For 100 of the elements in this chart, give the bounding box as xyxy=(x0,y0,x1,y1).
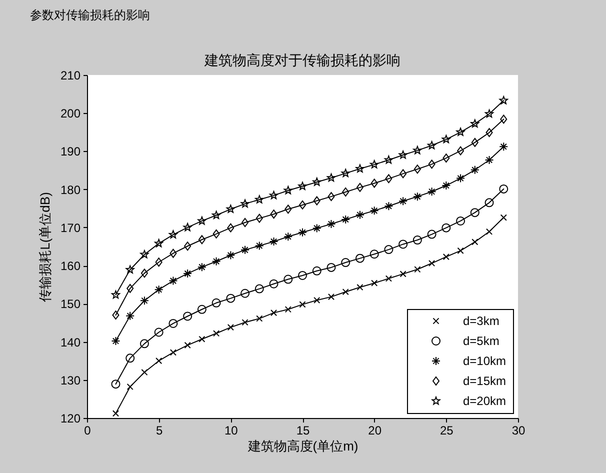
point xyxy=(442,134,450,144)
point xyxy=(154,238,164,248)
point xyxy=(269,279,278,288)
x-tick-label: 20 xyxy=(368,424,382,438)
point xyxy=(156,358,162,364)
point xyxy=(299,301,306,308)
point xyxy=(240,288,250,298)
point xyxy=(499,96,508,104)
point xyxy=(298,228,307,237)
point xyxy=(484,198,494,208)
point xyxy=(269,237,278,246)
point xyxy=(500,114,508,124)
y-tick-label: 200 xyxy=(60,106,81,121)
point xyxy=(370,178,378,188)
point xyxy=(141,368,148,376)
point xyxy=(240,245,250,254)
point xyxy=(240,199,250,208)
point xyxy=(183,312,192,321)
point xyxy=(299,200,306,210)
point xyxy=(442,223,451,232)
x-tick-label: 5 xyxy=(156,424,163,438)
point xyxy=(256,214,263,223)
point xyxy=(242,218,249,227)
point xyxy=(168,230,178,238)
point xyxy=(400,169,407,178)
point xyxy=(254,284,264,294)
point xyxy=(342,188,350,196)
point xyxy=(398,150,408,159)
point xyxy=(500,214,507,221)
point xyxy=(398,196,408,206)
point xyxy=(227,324,234,331)
point xyxy=(456,128,465,136)
chart-title: 建筑物高度对于传输损耗的影响 xyxy=(204,52,400,68)
point xyxy=(183,222,192,232)
point xyxy=(126,265,134,274)
point xyxy=(269,190,278,200)
legend-label: d=15km xyxy=(463,374,506,388)
point xyxy=(370,206,379,216)
point xyxy=(442,181,451,190)
point xyxy=(442,154,450,163)
point xyxy=(256,315,263,322)
point xyxy=(312,178,322,186)
point xyxy=(341,168,350,178)
y-tick-label: 180 xyxy=(60,182,81,197)
y-tick-label: 160 xyxy=(60,259,81,274)
point xyxy=(314,296,320,304)
point xyxy=(313,196,320,206)
point xyxy=(284,232,293,242)
x-tick-label: 25 xyxy=(440,424,454,438)
legend-label: d=5km xyxy=(463,334,500,348)
point xyxy=(384,245,394,254)
point xyxy=(326,220,336,229)
point xyxy=(486,228,493,235)
point xyxy=(140,268,148,278)
point xyxy=(198,336,206,342)
point xyxy=(356,284,364,291)
point xyxy=(140,339,149,348)
point xyxy=(326,262,336,272)
point xyxy=(112,310,120,320)
point xyxy=(428,160,436,169)
point xyxy=(457,146,464,156)
point xyxy=(197,262,206,272)
point xyxy=(298,270,307,280)
point xyxy=(126,354,135,363)
point xyxy=(413,146,422,154)
y-tick-label: 120 xyxy=(60,412,81,426)
point xyxy=(400,270,406,278)
point xyxy=(197,304,206,314)
point xyxy=(355,210,364,220)
point xyxy=(470,119,480,128)
point xyxy=(385,174,392,184)
x-tick-label: 30 xyxy=(512,424,526,438)
point xyxy=(341,214,350,224)
point xyxy=(398,240,408,249)
point xyxy=(427,141,436,150)
point xyxy=(385,275,392,282)
point xyxy=(212,229,220,238)
point xyxy=(183,269,192,278)
point xyxy=(155,258,162,267)
point xyxy=(428,260,436,267)
point xyxy=(298,182,307,190)
point xyxy=(470,165,480,174)
point xyxy=(427,187,436,196)
point xyxy=(427,230,436,239)
x-tick-label: 10 xyxy=(224,424,238,438)
x-tick-label: 15 xyxy=(296,424,310,438)
point xyxy=(472,238,478,246)
point xyxy=(370,250,379,259)
point xyxy=(170,248,177,258)
text: 参数对传输损耗的影响 xyxy=(30,8,150,22)
point xyxy=(154,328,164,337)
legend-label: d=20km xyxy=(463,394,506,408)
point xyxy=(355,254,364,263)
point xyxy=(328,192,335,202)
point xyxy=(270,210,278,219)
point xyxy=(168,318,178,328)
point xyxy=(412,192,422,202)
point xyxy=(284,274,293,284)
x-axis-title: 建筑物高度(单位m) xyxy=(246,438,358,454)
point xyxy=(111,336,120,346)
